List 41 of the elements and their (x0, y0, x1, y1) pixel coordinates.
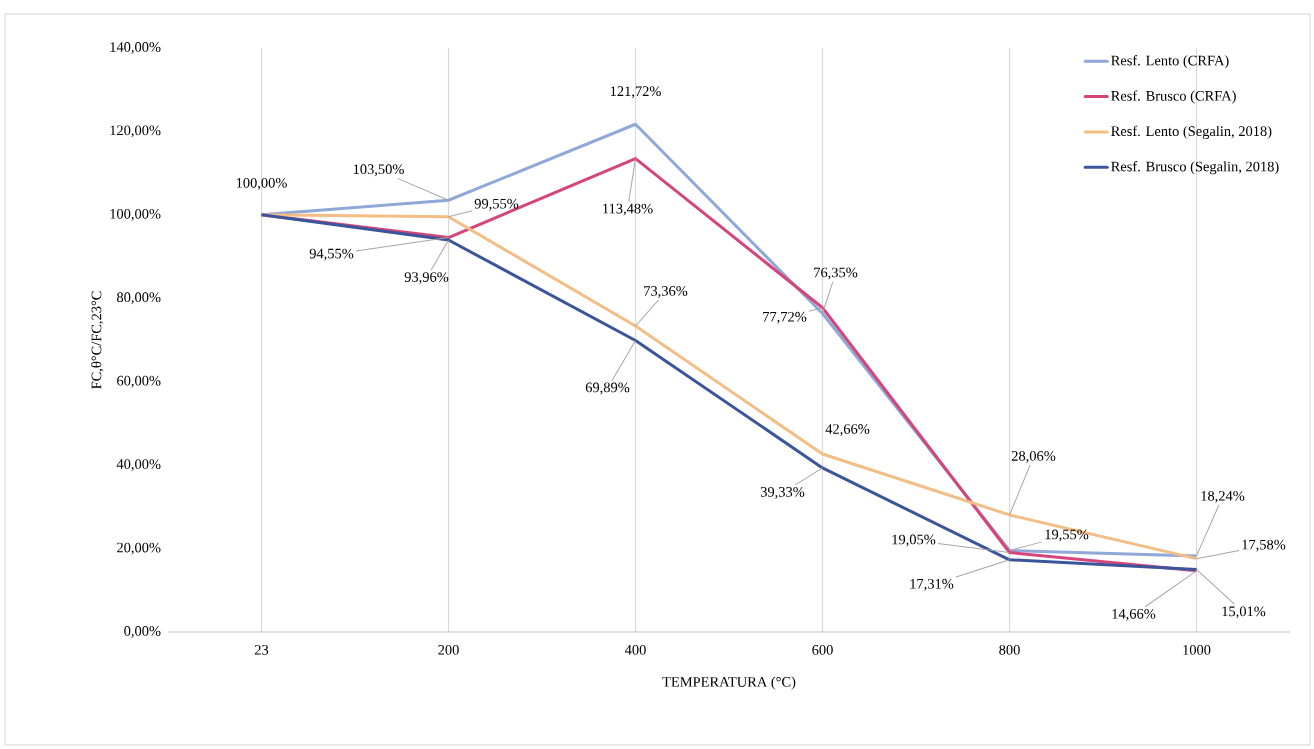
data-label: 15,01% (1222, 606, 1266, 619)
data-label: 121,72% (610, 86, 661, 99)
x-tick-label: 400 (624, 645, 646, 655)
data-label: 39,33% (760, 487, 805, 499)
x-axis-title: TEMPERATURA (°C) (662, 676, 796, 690)
data-label: 73,36% (644, 286, 688, 298)
data-label: 93,96% (404, 272, 449, 284)
x-tick-label: 600 (812, 645, 833, 655)
data-label: 14,66% (1112, 608, 1156, 621)
y-axis-title: FC,θ°C/FC,23°C (91, 291, 104, 389)
y-tick-label: 120,00% (110, 125, 161, 138)
x-tick-label: 800 (999, 645, 1020, 655)
legend-label: Resf. Lento (Segalin, 2018) (1111, 125, 1272, 140)
data-label: 76,35% (814, 267, 858, 280)
data-label: 17,31% (910, 578, 954, 591)
legend-label: Resf. Brusco (CRFA) (1111, 90, 1236, 104)
legend-label: Resf. Lento (CRFA) (1111, 55, 1229, 69)
y-tick-label: 0,00% (124, 626, 161, 638)
data-label: 94,55% (309, 248, 354, 261)
data-label: 19,05% (892, 534, 936, 547)
y-tick-label: 60,00% (117, 375, 161, 388)
data-label: 18,24% (1201, 490, 1245, 503)
y-tick-label: 140,00% (110, 42, 161, 54)
data-label: 99,55% (474, 198, 519, 211)
y-tick-label: 80,00% (117, 292, 161, 305)
data-label: 100,00% (236, 177, 287, 190)
y-tick-label: 20,00% (117, 542, 161, 555)
data-label: 19,55% (1045, 529, 1089, 542)
data-label: 17,58% (1242, 539, 1286, 552)
data-label: 113,48% (603, 203, 653, 216)
x-tick-label: 1000 (1183, 645, 1211, 655)
data-label: 103,50% (353, 164, 404, 177)
y-tick-label: 40,00% (116, 459, 161, 472)
x-tick-label: 200 (438, 645, 459, 655)
data-label: 69,89% (585, 382, 630, 395)
legend-label: Resf. Brusco (Segalin, 2018) (1111, 161, 1279, 175)
y-tick-label: 100,00% (110, 208, 161, 221)
data-label: 77,72% (763, 311, 807, 324)
data-label: 42,66% (825, 424, 870, 436)
data-label: 28,06% (1011, 451, 1056, 463)
x-tick-label: 23 (254, 645, 269, 655)
